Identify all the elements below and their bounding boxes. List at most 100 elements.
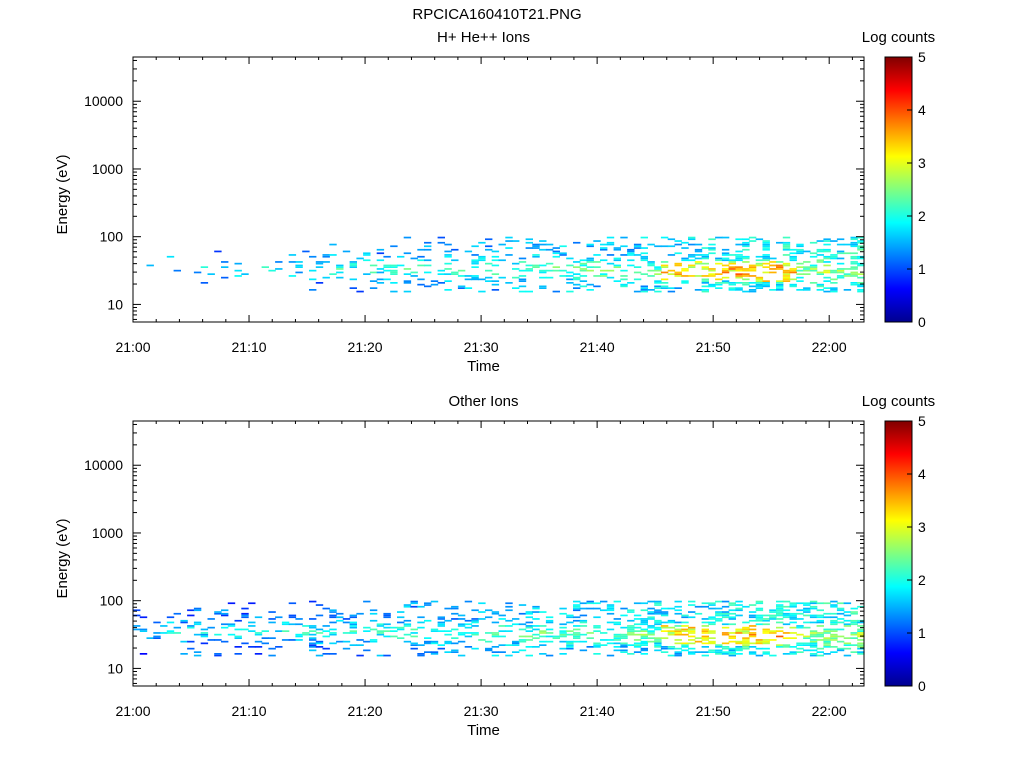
heatmap-bin bbox=[525, 247, 533, 249]
heatmap-bin bbox=[796, 280, 804, 282]
heatmap-bin bbox=[776, 268, 784, 270]
heatmap-bin bbox=[485, 632, 493, 634]
heatmap-bin bbox=[424, 651, 432, 653]
heatmap-bin bbox=[221, 266, 229, 268]
heatmap-bin bbox=[762, 280, 770, 282]
heatmap-bin bbox=[647, 275, 655, 277]
heatmap-bin bbox=[376, 282, 385, 284]
heatmap-bin bbox=[545, 619, 554, 622]
heatmap-bin bbox=[322, 607, 330, 610]
heatmap-bin bbox=[268, 647, 276, 650]
heatmap-bin bbox=[708, 618, 716, 620]
heatmap-bin bbox=[309, 278, 317, 281]
heatmap-bin bbox=[336, 276, 344, 279]
heatmap-bin bbox=[539, 653, 547, 655]
heatmap-bin bbox=[681, 269, 689, 272]
heatmap-bin bbox=[681, 630, 689, 632]
heatmap-bin bbox=[850, 271, 858, 274]
heatmap-bin bbox=[545, 628, 554, 631]
heatmap-bin bbox=[221, 609, 229, 612]
heatmap-bin bbox=[315, 262, 324, 265]
heatmap-bin bbox=[329, 243, 337, 246]
heatmap-bin bbox=[478, 259, 486, 262]
heatmap-bin bbox=[735, 649, 743, 652]
heatmap-bin bbox=[620, 236, 628, 239]
heatmap-bin bbox=[613, 257, 621, 260]
heatmap-bin bbox=[586, 261, 594, 263]
heatmap-bin bbox=[681, 282, 689, 284]
heatmap-bin bbox=[647, 611, 655, 613]
y-tick-label: 1000 bbox=[92, 525, 123, 541]
heatmap-bin bbox=[309, 626, 317, 629]
heatmap-bin bbox=[708, 285, 716, 288]
heatmap-bin bbox=[654, 626, 662, 629]
heatmap-bin bbox=[518, 269, 527, 272]
heatmap-bin bbox=[721, 268, 730, 270]
heatmap-bin bbox=[424, 640, 432, 643]
heatmap-bin bbox=[735, 628, 743, 631]
heatmap-bin bbox=[444, 633, 452, 636]
heatmap-bin bbox=[816, 614, 824, 617]
heatmap-bin bbox=[545, 616, 554, 619]
heatmap-bin bbox=[505, 240, 513, 242]
heatmap-bin bbox=[803, 644, 811, 646]
heatmap-bin bbox=[505, 625, 513, 627]
heatmap-bin bbox=[424, 604, 432, 606]
heatmap-bin bbox=[471, 259, 479, 262]
heatmap-bin bbox=[796, 644, 804, 646]
x-tick-label: 21:50 bbox=[696, 339, 731, 355]
heatmap-bin bbox=[748, 635, 757, 638]
heatmap-bin bbox=[850, 243, 858, 246]
heatmap-bin bbox=[803, 602, 811, 605]
heatmap-bin bbox=[410, 647, 418, 650]
heatmap-bin bbox=[748, 236, 757, 239]
heatmap-bin bbox=[843, 602, 852, 605]
heatmap-bin bbox=[193, 623, 202, 626]
x-axis-label: Time bbox=[467, 722, 500, 739]
heatmap-bin bbox=[721, 257, 730, 260]
heatmap-bin bbox=[647, 262, 655, 265]
heatmap-bin bbox=[823, 240, 831, 242]
heatmap-bin bbox=[688, 600, 696, 603]
heatmap-bin bbox=[566, 621, 574, 624]
heatmap-bin bbox=[593, 254, 601, 256]
heatmap-bin bbox=[728, 635, 736, 638]
heatmap-bin bbox=[776, 289, 784, 291]
heatmap-bin bbox=[579, 614, 588, 617]
heatmap-bin bbox=[640, 635, 648, 638]
heatmap-bin bbox=[545, 640, 554, 643]
heatmap-bin bbox=[803, 604, 811, 606]
heatmap-bin bbox=[559, 632, 567, 634]
heatmap-bin bbox=[573, 261, 581, 263]
heatmap-bin bbox=[221, 261, 229, 263]
heatmap-bin bbox=[315, 632, 324, 634]
heatmap-bin bbox=[221, 276, 229, 279]
heatmap-bin bbox=[160, 625, 168, 627]
x-tick-label: 21:10 bbox=[232, 703, 267, 719]
heatmap-bin bbox=[762, 240, 770, 242]
heatmap-bin bbox=[823, 257, 831, 260]
heatmap-bin bbox=[281, 630, 290, 632]
heatmap-bin bbox=[424, 619, 432, 622]
heatmap-bin bbox=[288, 602, 297, 605]
heatmap-bin bbox=[850, 619, 858, 622]
heatmap-bin bbox=[633, 639, 642, 641]
heatmap-bin bbox=[640, 633, 648, 636]
heatmap-bin bbox=[248, 625, 256, 627]
heatmap-bin bbox=[586, 283, 594, 286]
heatmap-bin bbox=[823, 255, 831, 258]
heatmap-bin bbox=[708, 630, 716, 632]
heatmap-bin bbox=[816, 639, 824, 641]
heatmap-bin bbox=[518, 285, 527, 288]
heatmap-bin bbox=[390, 626, 398, 629]
heatmap-bin bbox=[288, 639, 297, 641]
heatmap-bin bbox=[667, 646, 676, 648]
heatmap-bin bbox=[485, 647, 493, 650]
heatmap-bin bbox=[539, 240, 547, 242]
heatmap-bin bbox=[708, 247, 716, 249]
heatmap-bin bbox=[796, 266, 804, 268]
heatmap-bin bbox=[823, 264, 831, 267]
heatmap-bin bbox=[566, 257, 574, 260]
heatmap-bin bbox=[701, 651, 709, 653]
